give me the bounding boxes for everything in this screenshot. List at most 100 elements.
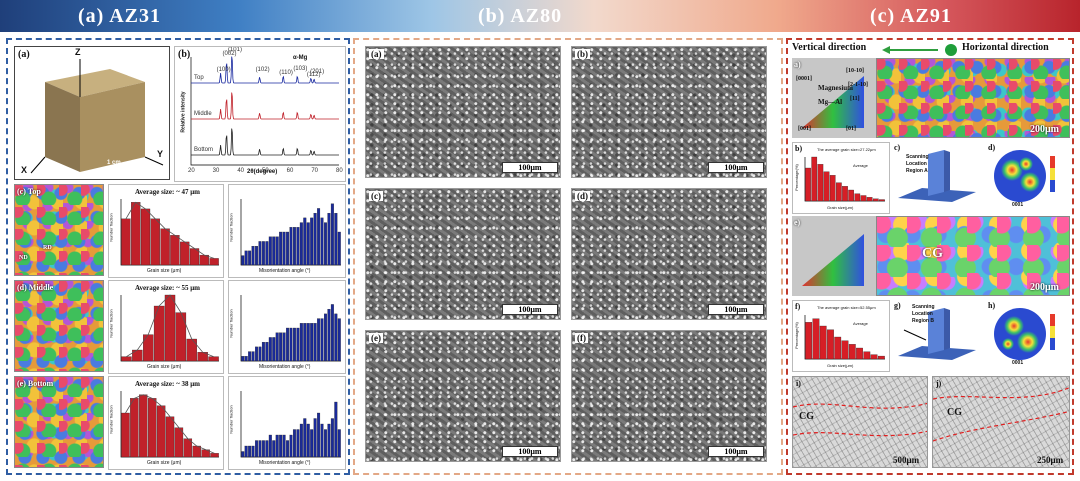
bar bbox=[143, 334, 154, 362]
bar bbox=[320, 423, 324, 458]
xrd-series-label: Top bbox=[194, 75, 204, 81]
cube-drawing bbox=[30, 59, 164, 174]
xrd-peak-label: (103) bbox=[293, 66, 307, 72]
bar bbox=[327, 308, 331, 362]
bar bbox=[863, 351, 871, 360]
bar bbox=[313, 418, 317, 458]
bar bbox=[819, 325, 827, 360]
scan-location-b: g) Scanning Location Region B bbox=[892, 300, 982, 370]
bar bbox=[879, 199, 885, 202]
xrd-series-0 bbox=[191, 56, 339, 84]
bar bbox=[121, 356, 132, 362]
misorientation-bars bbox=[240, 391, 341, 458]
bar bbox=[265, 241, 269, 266]
ipf-legend-a: a) [0001] [10-10] [2-1-10] Magnesium Mg—… bbox=[792, 58, 876, 138]
bar bbox=[310, 429, 314, 458]
bar bbox=[842, 186, 848, 202]
bar bbox=[251, 351, 255, 362]
grain-size-chart-f: f) The average grain size=52.55μm Averag… bbox=[792, 300, 890, 372]
cube-scale: 1 cm bbox=[107, 160, 121, 166]
bar bbox=[317, 208, 321, 266]
az91-b-ylabel: Percentage(%) bbox=[793, 164, 799, 191]
bar bbox=[244, 445, 248, 458]
bar bbox=[317, 412, 321, 458]
az91-f-label: f) bbox=[795, 302, 801, 311]
xrd-peak-label: (002) bbox=[223, 51, 237, 57]
bar bbox=[131, 202, 141, 266]
bar bbox=[337, 231, 341, 266]
bar bbox=[310, 217, 314, 266]
fit-line bbox=[126, 294, 214, 357]
ipf-a-m: Magnesium bbox=[818, 84, 853, 92]
banner-title-az31: (a) AZ31 bbox=[78, 5, 161, 27]
xrd-tick-label: 80 bbox=[336, 168, 343, 174]
bar bbox=[265, 440, 269, 458]
grain-size-bars-f bbox=[804, 315, 885, 360]
bar bbox=[856, 347, 863, 360]
bar bbox=[306, 423, 310, 458]
direction-arrow-icon bbox=[882, 46, 938, 54]
fit-line bbox=[125, 394, 215, 454]
xrd-label: (b) bbox=[178, 49, 191, 60]
panel-az31: (a) Z Y X 1 cm (b) α-Mg Top Middle Bottom 2… bbox=[6, 38, 350, 475]
xrd-tick-label: 20 bbox=[188, 168, 195, 174]
sem-tile-label: (f) bbox=[575, 333, 588, 343]
bar bbox=[282, 231, 286, 266]
sem-scale-bar: 100μm bbox=[502, 162, 558, 173]
bar bbox=[860, 195, 867, 202]
bar bbox=[282, 434, 286, 458]
bar bbox=[244, 356, 248, 362]
ipf-a-b1: [001] bbox=[798, 126, 811, 132]
bar bbox=[296, 327, 300, 362]
bar bbox=[174, 427, 184, 458]
sem-scale-bar: 100μm bbox=[708, 162, 764, 173]
ipf-a-t2: [10-10] bbox=[846, 68, 864, 74]
cube-label: (a) bbox=[18, 49, 30, 60]
sem-tile-label: (e) bbox=[369, 333, 383, 343]
bar bbox=[265, 341, 269, 362]
bar bbox=[296, 429, 300, 458]
bar bbox=[140, 208, 151, 266]
grain-map-e bbox=[876, 216, 1070, 296]
az91-e-label: e) bbox=[794, 218, 801, 227]
az91-b-note: The average grain size=27.22μm bbox=[817, 147, 876, 152]
axis-z-label: Z bbox=[75, 47, 81, 57]
grain-size-bars-b bbox=[804, 156, 885, 202]
grain-size-ylabel: Number fraction bbox=[108, 213, 114, 242]
misorientation-chart-2: Misorientation angle (°) Number fraction bbox=[228, 376, 346, 470]
az91-b-label: b) bbox=[795, 144, 803, 153]
misorientation-xlabel: Misorientation angle (°) bbox=[259, 460, 311, 466]
fit-line bbox=[125, 201, 215, 259]
bar bbox=[337, 429, 341, 458]
xrd-tick-label: 40 bbox=[237, 168, 244, 174]
bar bbox=[823, 171, 830, 202]
ipf-a-mg: Mg—Al bbox=[818, 98, 843, 106]
grain-size-ylabel: Number fraction bbox=[108, 309, 114, 338]
az91-h-dir: 0001 bbox=[1012, 360, 1024, 366]
misorientation-ylabel: Number fraction bbox=[228, 405, 234, 434]
sem-tile-label: (a) bbox=[369, 49, 384, 59]
xrd-series-label: Middle bbox=[194, 111, 212, 117]
bar bbox=[292, 227, 296, 266]
az91-b-xlabel: Grain size(μm) bbox=[827, 205, 854, 210]
bar bbox=[251, 445, 255, 458]
bar bbox=[258, 346, 262, 362]
bar bbox=[330, 203, 334, 266]
bar bbox=[324, 429, 327, 458]
bar bbox=[836, 182, 842, 202]
bar bbox=[248, 250, 252, 266]
bar bbox=[812, 318, 820, 360]
bar bbox=[870, 354, 878, 360]
bar bbox=[261, 440, 265, 458]
misorientation-chart-1: Misorientation angle (°) Number fraction bbox=[228, 280, 346, 374]
bar bbox=[337, 318, 341, 362]
sem-tile-3: (d) 100μm bbox=[571, 188, 767, 320]
ipf-nd-label: ND bbox=[19, 255, 28, 261]
pole-figure-d: d) 0001 bbox=[986, 142, 1070, 212]
az91-g-label: g) bbox=[894, 301, 901, 310]
az91-j-scale: 250μm bbox=[1037, 455, 1064, 465]
bar bbox=[848, 344, 856, 360]
xrd-xlabel: 2θ(degree) bbox=[247, 169, 278, 175]
bar bbox=[255, 346, 258, 362]
